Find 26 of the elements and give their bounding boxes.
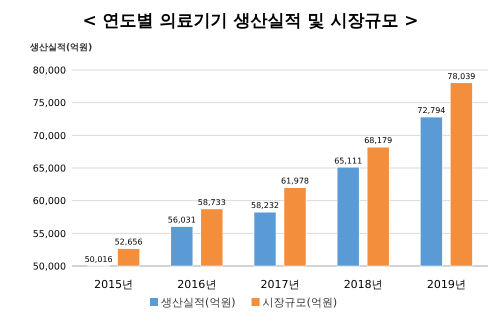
x-tick-label: 2018년 — [344, 278, 383, 291]
data-label: 61,978 — [281, 176, 309, 186]
data-label: 65,111 — [334, 156, 362, 166]
data-label: 78,039 — [447, 72, 476, 81]
x-tick-label: 2019년 — [426, 278, 466, 291]
data-label: 68,179 — [364, 136, 392, 146]
legend-label: 시장규모(억원) — [262, 296, 338, 309]
y-tick-label: 50,000 — [32, 262, 66, 272]
data-label: 56,031 — [168, 216, 196, 225]
data-label: 58,733 — [198, 198, 226, 207]
y-tick-label: 55,000 — [32, 228, 66, 240]
legend-label: 생산실적(억원) — [161, 296, 236, 309]
y-axis-title: 생산실적(억원) — [29, 43, 92, 53]
data-label: 72,794 — [417, 106, 446, 116]
chart-title: < 연도별 의료기기 생산실적 및 시장규모 > — [82, 11, 418, 31]
y-tick-label: 75,000 — [32, 98, 66, 110]
x-tick-label: 2016년 — [177, 278, 216, 291]
x-tick-label: 2017년 — [260, 278, 300, 291]
data-label: 58,232 — [251, 201, 279, 210]
data-label: 52,656 — [114, 238, 143, 247]
x-tick-label: 2015년 — [94, 278, 134, 291]
data-label: 50,016 — [84, 254, 113, 264]
y-tick-label: 65,000 — [32, 164, 66, 174]
y-tick-label: 70,000 — [32, 130, 66, 142]
y-tick-label: 80,000 — [32, 66, 66, 76]
y-tick-label: 60,000 — [32, 196, 66, 208]
